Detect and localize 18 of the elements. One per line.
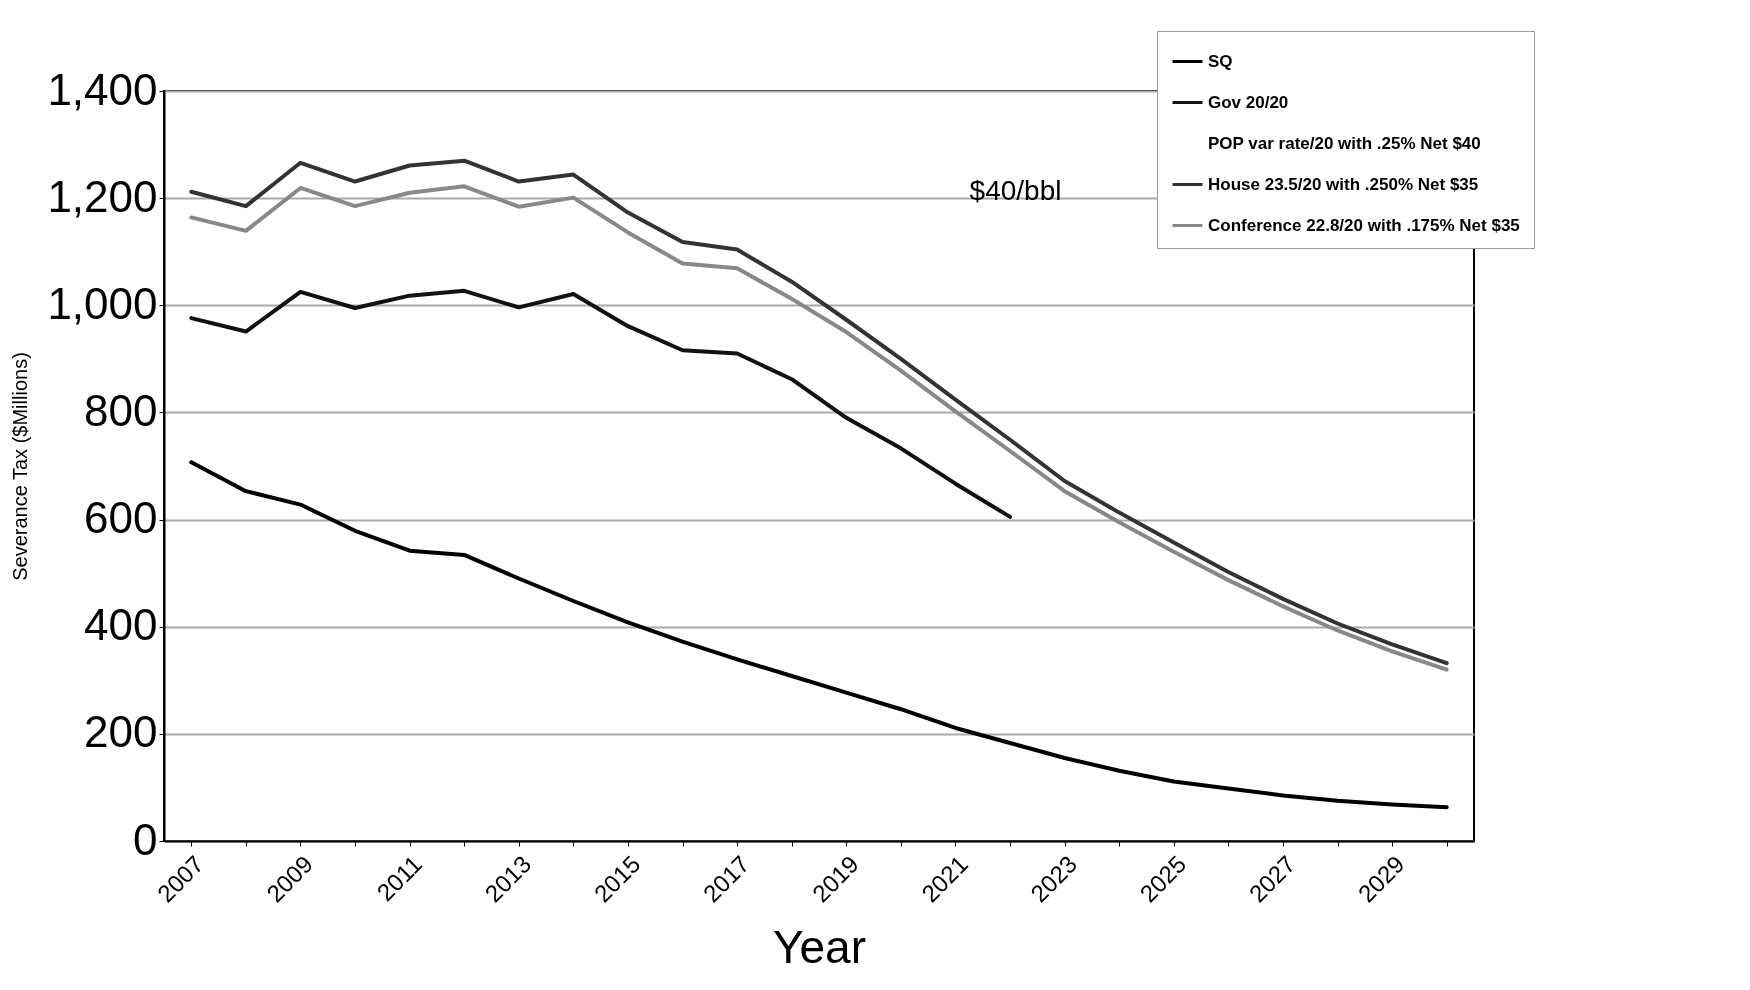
y-tick-label: 1,000 [47, 278, 158, 328]
annotation: $40/bbl [969, 175, 1062, 207]
legend-label: SQ [1208, 51, 1233, 71]
y-tick-label: 600 [84, 493, 158, 543]
text: POP var rate/20 with .25% Net $40 [1208, 133, 1481, 153]
legend-label: Conference 22.8/20 with .175% Net $35 [1208, 215, 1520, 235]
y-tick-label: 1,400 [47, 64, 158, 114]
y-tick-label: 400 [84, 600, 158, 650]
line-series [189, 288, 1013, 519]
legend-label: Gov 20/20 [1208, 92, 1289, 112]
y-tick-label: 800 [84, 385, 158, 435]
y-tick-label: 0 [133, 814, 158, 864]
y-tick-label: 200 [84, 707, 158, 757]
y-axis-title: Severance Tax ($Millions) [9, 352, 32, 581]
x-axis-title: Year [773, 921, 866, 974]
line-series [189, 460, 1449, 810]
legend-label: House 23.5/20 with .250% Net $35 [1208, 174, 1479, 194]
y-tick-label: 1,200 [47, 171, 158, 221]
